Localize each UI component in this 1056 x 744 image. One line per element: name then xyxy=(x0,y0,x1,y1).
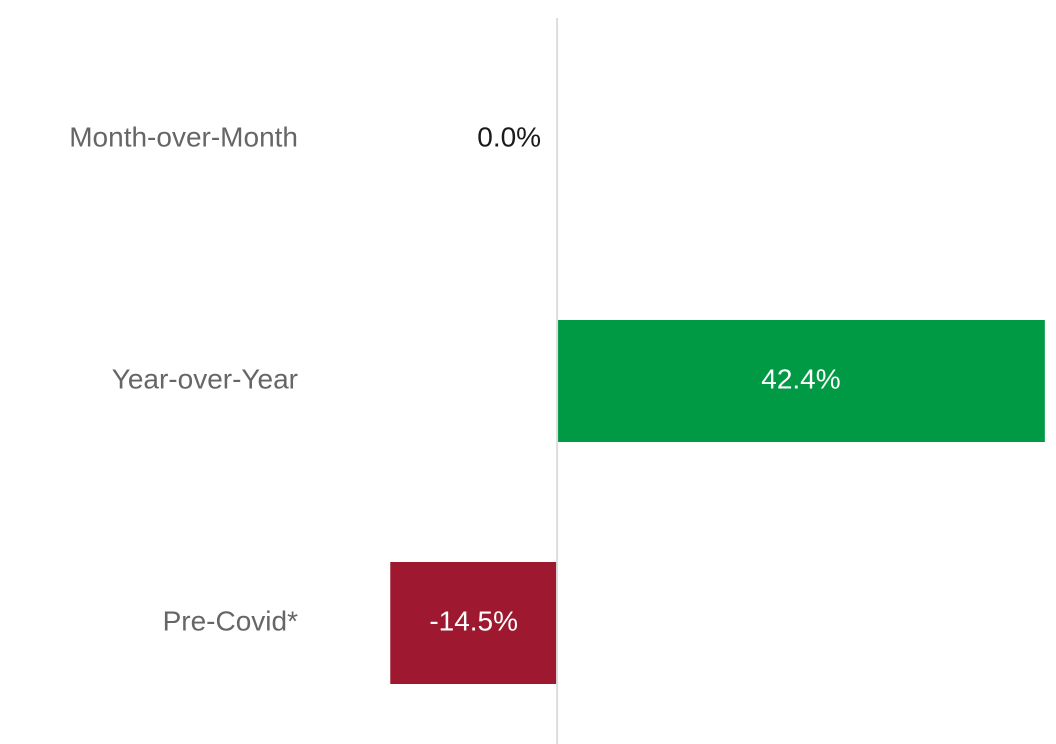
bar xyxy=(390,562,558,684)
category-label: Month-over-Month xyxy=(69,121,298,152)
category-label: Year-over-Year xyxy=(112,363,298,394)
value-label: -14.5% xyxy=(429,605,518,636)
bar xyxy=(557,320,1045,442)
category-label: Pre-Covid* xyxy=(163,605,298,636)
value-label: 42.4% xyxy=(761,363,840,394)
value-label: 0.0% xyxy=(477,121,541,152)
